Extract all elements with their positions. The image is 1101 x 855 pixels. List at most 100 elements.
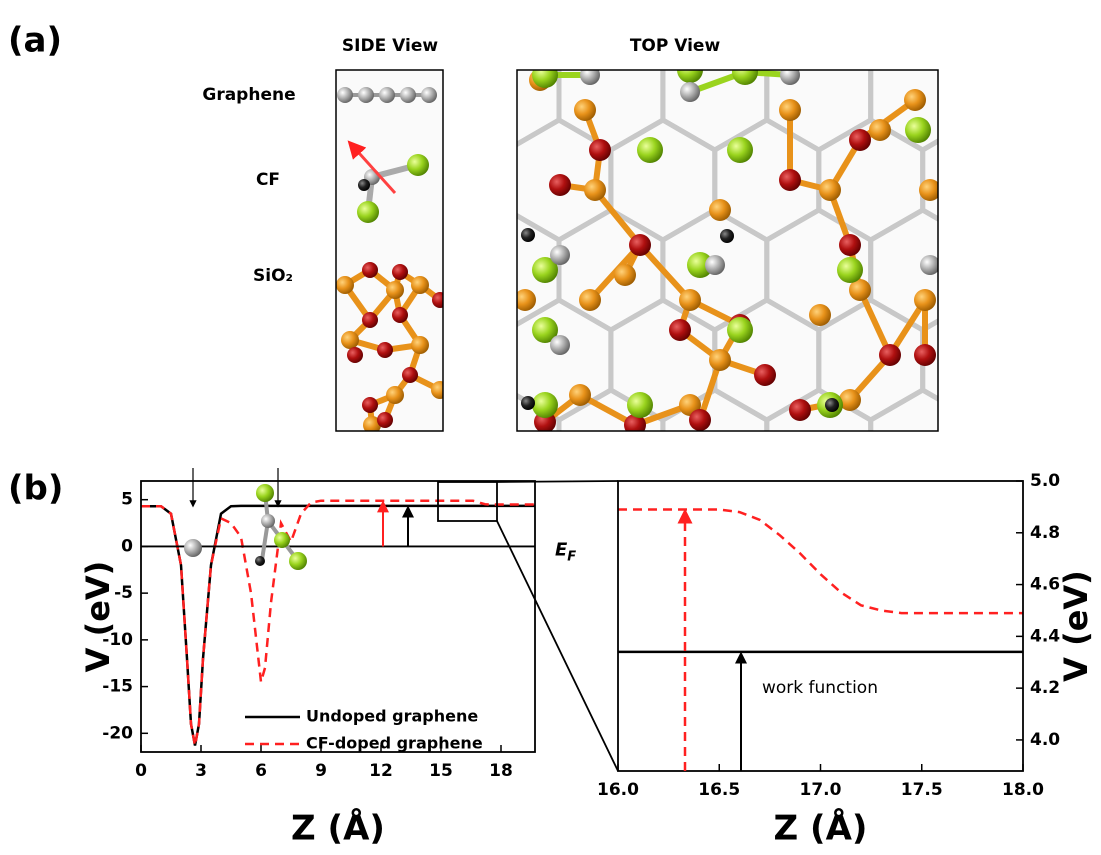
red-atom xyxy=(392,264,408,280)
red-atom xyxy=(789,399,811,421)
gray-atom xyxy=(400,87,416,103)
red-atom xyxy=(362,262,378,278)
y-tick-label: 5 xyxy=(121,490,133,510)
gray-atom xyxy=(550,245,570,265)
gray-atom xyxy=(379,87,395,103)
green-atom xyxy=(837,257,863,283)
y-tick-label: 4.6 xyxy=(1030,575,1060,595)
red-atom xyxy=(347,347,363,363)
orange-atom xyxy=(569,384,591,406)
orange-atom xyxy=(679,289,701,311)
orange-atom xyxy=(341,331,359,349)
x-tick-label: 17.5 xyxy=(901,780,943,800)
x-tick-label: 18 xyxy=(489,761,513,781)
red-atom xyxy=(629,234,651,256)
x-axis-title: Z (Å) xyxy=(774,808,868,849)
red-atom xyxy=(779,169,801,191)
gray-atom xyxy=(337,87,353,103)
red-atom xyxy=(432,292,448,308)
plot-frame xyxy=(618,481,1023,771)
zoom-connector xyxy=(497,481,618,482)
graphene-hexagon xyxy=(975,390,1079,510)
y-tick-label: 5.0 xyxy=(1030,471,1060,491)
orange-atom xyxy=(809,304,831,326)
x-tick-label: 16.0 xyxy=(597,780,639,800)
series-line xyxy=(618,510,1023,614)
figure: (a) SIDE View TOP View Graphene CF SiO₂ … xyxy=(0,0,1101,855)
red-atom xyxy=(879,344,901,366)
gray-atom xyxy=(358,87,374,103)
graphene-hexagon xyxy=(819,480,923,600)
fluorine-atom-icon xyxy=(256,484,274,502)
red-atom xyxy=(362,312,378,328)
orange-atom xyxy=(904,89,926,111)
black-atom xyxy=(521,396,535,410)
layer-label: CF xyxy=(256,170,280,190)
orange-atom xyxy=(386,386,404,404)
graphene-hexagon xyxy=(819,0,923,60)
red-atom xyxy=(754,364,776,386)
x-tick-label: 6 xyxy=(255,761,267,781)
gray-atom xyxy=(920,255,940,275)
green-atom xyxy=(627,392,653,418)
x-tick-label: 15 xyxy=(429,761,453,781)
y-tick-label: 4.0 xyxy=(1030,730,1060,750)
black-atom xyxy=(358,179,370,191)
green-atom xyxy=(732,59,758,85)
y-tick-label: 4.4 xyxy=(1030,626,1060,646)
black-atom xyxy=(521,228,535,242)
top-view-title: TOP View xyxy=(630,36,721,56)
red-atom xyxy=(549,174,571,196)
red-atom xyxy=(914,344,936,366)
orange-atom xyxy=(584,179,606,201)
red-atom xyxy=(402,367,418,383)
layer-label: SiO₂ xyxy=(253,266,293,286)
gray-atom xyxy=(580,65,600,85)
orange-atom xyxy=(411,336,429,354)
orange-atom xyxy=(336,276,354,294)
black-atom xyxy=(825,398,839,412)
x-tick-label: 9 xyxy=(315,761,327,781)
black-atom xyxy=(720,229,734,243)
orange-atom xyxy=(614,264,636,286)
green-atom xyxy=(905,117,931,143)
y-tick-label: 4.8 xyxy=(1030,523,1060,543)
red-atom xyxy=(392,307,408,323)
orange-atom xyxy=(579,289,601,311)
x-tick-label: 0 xyxy=(135,761,147,781)
gray-atom xyxy=(680,82,700,102)
green-atom xyxy=(727,137,753,163)
fluorine-atom-icon xyxy=(289,552,307,570)
panel-label: (b) xyxy=(8,469,63,509)
graphene-hexagon xyxy=(507,0,611,60)
orange-atom xyxy=(386,281,404,299)
y-tick-label: -15 xyxy=(102,677,133,697)
green-atom xyxy=(532,392,558,418)
x-axis-title: Z (Å) xyxy=(291,808,385,849)
y-axis-title: V (eV) xyxy=(79,561,117,673)
y-tick-label: 4.2 xyxy=(1030,678,1060,698)
graphene-hexagon xyxy=(975,210,1079,330)
green-atom xyxy=(357,201,379,223)
red-atom xyxy=(839,234,861,256)
orange-atom xyxy=(411,276,429,294)
graphene-hexagon xyxy=(715,480,819,600)
red-atom xyxy=(689,409,711,431)
orange-atom xyxy=(431,381,449,399)
gray-atom xyxy=(550,335,570,355)
page: (a) SIDE View TOP View Graphene CF SiO₂ … xyxy=(0,0,1101,855)
graphene-hexagon xyxy=(923,480,1027,600)
gray-atom xyxy=(705,255,725,275)
carbon-atom-icon xyxy=(261,514,275,528)
graphene-hexagon xyxy=(1027,0,1101,60)
red-atom xyxy=(377,342,393,358)
orange-atom xyxy=(869,119,891,141)
orange-atom xyxy=(709,199,731,221)
orange-atom xyxy=(779,99,801,121)
green-atom xyxy=(637,137,663,163)
green-atom xyxy=(532,62,558,88)
red-atom xyxy=(849,129,871,151)
fermi-label: EF xyxy=(555,539,576,564)
green-atom xyxy=(727,317,753,343)
orange-atom xyxy=(819,179,841,201)
